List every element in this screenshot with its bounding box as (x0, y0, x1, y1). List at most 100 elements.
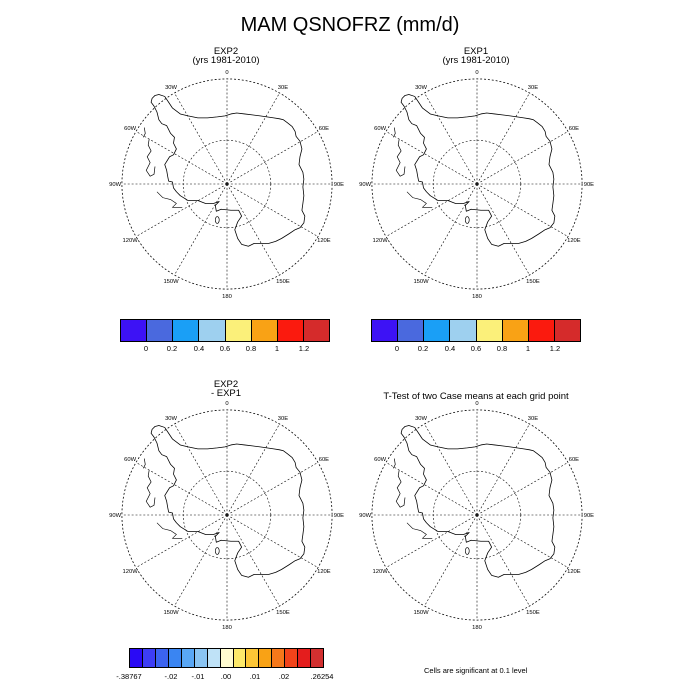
meridian-line (226, 423, 280, 516)
lon-90w-label: 90W (359, 513, 371, 519)
polar-map-exp2: 0 30E 60E 90E 120E 150E 180 150W 120W 90W 60W 30W (109, 70, 344, 300)
peninsula-coastline (393, 458, 396, 469)
colorbar-swatch (220, 649, 234, 667)
colorbar-swatch (142, 649, 156, 667)
peninsula-coastline (393, 127, 396, 138)
lon-0-label: 0 (225, 70, 229, 76)
colorbar-label: .01 (249, 672, 261, 681)
panel-3-title: EXP2 - EXP1 (126, 380, 326, 399)
peninsula-coastline (395, 139, 406, 177)
island-outline (214, 216, 220, 224)
lon-120w-label: 120W (122, 569, 138, 575)
lon-30w-label: 30W (165, 416, 177, 422)
colorbar-label: -.02 (164, 672, 178, 681)
polar-map-ttest: 0 30E 60E 90E 120E 150E 180 150W 120W 90W 60W 30W (359, 401, 594, 631)
figure-title: MAM QSNOFRZ (mm/d) (240, 14, 460, 36)
colorbar-label: 1.2 (549, 344, 561, 353)
lon-120e-label: 120E (567, 569, 581, 575)
lon-150e-label: 150E (276, 610, 290, 616)
lon-30e-label: 30E (278, 85, 288, 91)
meridian-line (135, 183, 228, 237)
lon-90e-label: 90E (584, 513, 594, 519)
island-outline (464, 216, 470, 224)
lon-180-label: 180 (222, 294, 232, 300)
lon-60w-label: 60W (374, 126, 386, 132)
colorbar-label: 0.2 (417, 344, 429, 353)
colorbar-swatch (285, 649, 299, 667)
lon-60e-label: 60E (319, 126, 329, 132)
colorbar-swatch (173, 320, 200, 341)
antarctica-coastline (150, 94, 306, 247)
lon-120e-label: 120E (317, 569, 331, 575)
colorbar-label: 0.6 (470, 344, 482, 353)
lon-0-label: 0 (225, 401, 229, 407)
colorbar-label: 0.8 (496, 344, 508, 353)
colorbar-swatch (277, 320, 304, 341)
colorbar-label: .02 (278, 672, 290, 681)
panel-1-title-line1: EXP2 (213, 46, 239, 57)
lon-60e-label: 60E (319, 457, 329, 463)
panel-4-title: T-Test of two Case means at each grid po… (356, 392, 596, 402)
lon-90w-label: 90W (109, 513, 121, 519)
peninsula-coastline (145, 470, 156, 508)
island-outline (214, 547, 220, 555)
colorbar-swatch (554, 320, 580, 341)
colorbar-swatch (272, 649, 286, 667)
polar-map-difference: 0 30E 60E 90E 120E 150E 180 150W 120W 90W 60W 30W (109, 401, 344, 631)
antarctica-coastline (150, 425, 306, 578)
lon-90w-label: 90W (359, 182, 371, 188)
lon-150e-label: 150E (526, 610, 540, 616)
lon-180-label: 180 (472, 625, 482, 631)
map-boundary (371, 78, 583, 290)
colorbar-swatch (207, 649, 221, 667)
meridian-line (135, 462, 228, 516)
ice-shelf-coastline (406, 191, 433, 208)
colorbar-label: 0.4 (193, 344, 205, 353)
colorbar-label: 0 (143, 344, 149, 353)
lon-90e-label: 90E (334, 182, 344, 188)
ice-shelf-coastline (156, 522, 183, 539)
meridian-line (476, 514, 569, 568)
colorbar-swatch (502, 320, 529, 341)
colorbar-label: -.01 (191, 672, 205, 681)
lon-60w-label: 60W (374, 457, 386, 463)
meridian-line (174, 423, 228, 516)
panel-2-title: EXP1 (yrs 1981-2010) (376, 47, 576, 66)
meridian-line (385, 183, 478, 237)
meridian-line (424, 423, 478, 516)
lon-150w-label: 150W (413, 610, 429, 616)
lon-30w-label: 30W (415, 416, 427, 422)
colorbar-swatch (233, 649, 247, 667)
lon-150e-label: 150E (526, 279, 540, 285)
colorbar-swatch (147, 320, 174, 341)
peninsula-coastline (143, 127, 146, 138)
meridian-line (385, 514, 478, 568)
meridian-line (174, 183, 228, 276)
ice-shelf-coastline (156, 191, 183, 208)
colorbar-swatch (251, 320, 278, 341)
lon-180-label: 180 (222, 625, 232, 631)
colorbar-swatch (225, 320, 252, 341)
lon-120e-label: 120E (567, 238, 581, 244)
lon-0-label: 0 (475, 70, 479, 76)
colorbar-swatch (130, 649, 143, 667)
lon-30w-label: 30W (415, 85, 427, 91)
lon-60e-label: 60E (569, 126, 579, 132)
meridian-line (385, 131, 478, 185)
colorbar-label: 0.8 (245, 344, 257, 353)
significance-note: Cells are significant at 0.1 level (424, 666, 528, 675)
lon-120w-label: 120W (372, 569, 388, 575)
colorbar-swatch (528, 320, 555, 341)
meridian-line (135, 514, 228, 568)
colorbar-difference (129, 648, 324, 668)
lon-120w-label: 120W (122, 238, 138, 244)
polar-map-exp1: 0 30E 60E 90E 120E 150E 180 150W 120W 90W 60W 30W (359, 70, 594, 300)
colorbar-swatch (246, 649, 260, 667)
colorbar-label: -.38767 (116, 672, 142, 681)
island-outline (464, 547, 470, 555)
meridian-line (476, 131, 569, 185)
colorbar-swatch (372, 320, 399, 341)
colorbar-swatch (199, 320, 226, 341)
colorbar-label: 1 (525, 344, 531, 353)
meridian-line (226, 131, 319, 185)
